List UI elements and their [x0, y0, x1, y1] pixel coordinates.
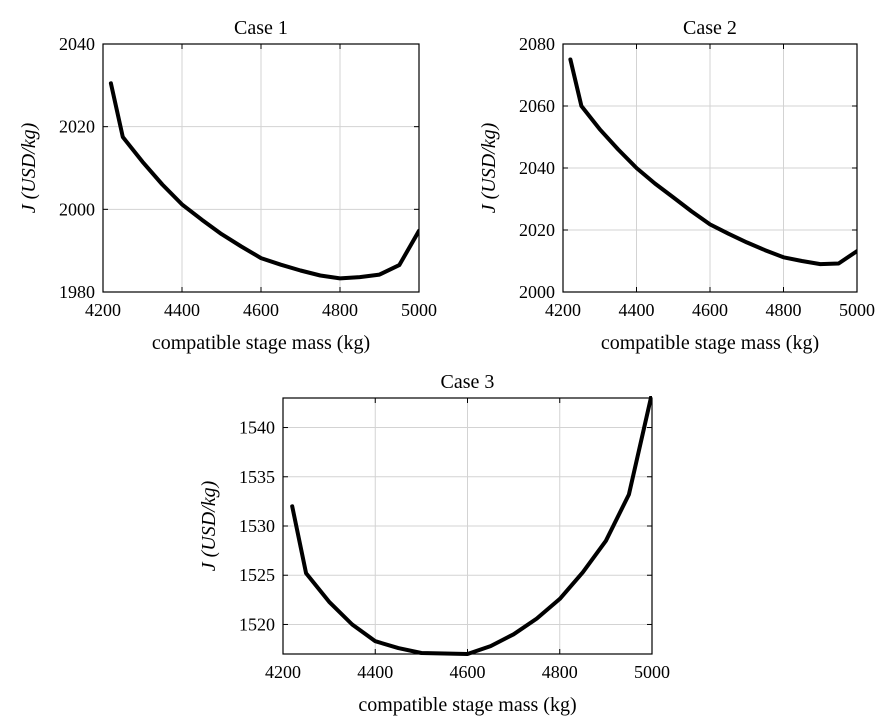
x-axis-title: compatible stage mass (kg): [152, 332, 370, 354]
series-line: [568, 57, 857, 267]
y-tick-label: 2000: [519, 282, 555, 302]
x-tick-label: 4600: [243, 300, 279, 320]
subplot-3: 4200 4400 4600 4800 5000 1520 1525 1530 1535 1540…: [198, 371, 670, 716]
y-axis-title: J (USD/kg): [478, 122, 500, 213]
x-tick-label: 5000: [401, 300, 437, 320]
y-tick-label: 1530: [239, 516, 275, 536]
x-tick-label: 4800: [542, 662, 578, 682]
y-tick-label: 1540: [239, 418, 275, 438]
y-tick-label: 2060: [519, 96, 555, 116]
y-tick-label: 2020: [59, 117, 95, 137]
y-tick-label: 2040: [519, 158, 555, 178]
series-line: [108, 81, 419, 281]
y-tick-label: 2040: [59, 34, 95, 54]
x-tick-label: 4200: [545, 300, 581, 320]
plot-title: Case 3: [441, 371, 495, 393]
x-tick-label: 4400: [164, 300, 200, 320]
x-tick-label: 5000: [634, 662, 670, 682]
y-tick-label: 2000: [59, 199, 95, 219]
subplot-1: 4200 4400 4600 4800 5000 1980 2000 2020 2040 Case…: [18, 17, 437, 354]
x-tick-label: 4200: [265, 662, 301, 682]
y-tick-label: 1980: [59, 282, 95, 302]
x-tick-label: 4200: [85, 300, 121, 320]
y-tick-label: 1525: [239, 565, 275, 585]
y-axis-title: J (USD/kg): [198, 480, 220, 571]
plot-title: Case 1: [234, 17, 288, 39]
x-tick-label: 4800: [322, 300, 358, 320]
y-tick-label: 2020: [519, 220, 555, 240]
x-tick-label: 4400: [357, 662, 393, 682]
x-tick-label: 4600: [450, 662, 486, 682]
axes-frame: [282, 397, 653, 655]
x-axis-title: compatible stage mass (kg): [601, 332, 819, 354]
y-tick-label: 2080: [519, 34, 555, 54]
x-tick-label: 4400: [619, 300, 655, 320]
x-axis-title: compatible stage mass (kg): [358, 694, 576, 716]
y-axis-title: J (USD/kg): [18, 122, 40, 213]
subplot-2: 4200 4400 4600 4800 5000 2000 2020 2040 2060 2080…: [478, 17, 875, 354]
y-tick-label: 1535: [239, 467, 275, 487]
x-tick-label: 5000: [839, 300, 875, 320]
x-tick-label: 4800: [766, 300, 802, 320]
series-line: [290, 396, 652, 656]
axes-frame: [562, 43, 858, 293]
axes-frame: [102, 43, 420, 293]
y-tick-label: 1520: [239, 614, 275, 634]
plot-title: Case 2: [683, 17, 737, 39]
x-tick-label: 4600: [692, 300, 728, 320]
